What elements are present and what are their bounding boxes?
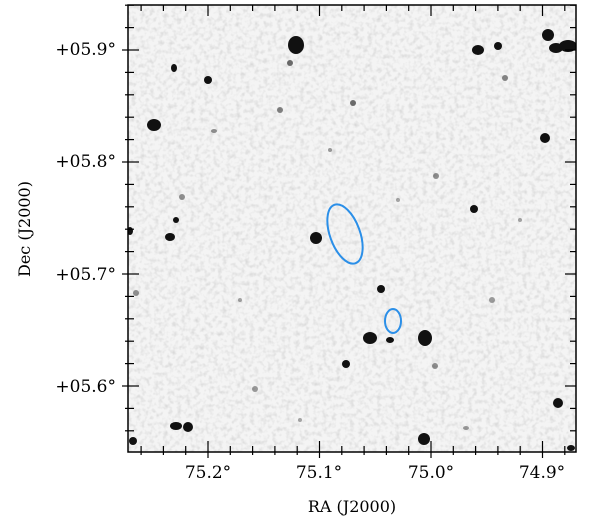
source (204, 76, 212, 84)
source (350, 100, 356, 106)
image-area (128, 5, 576, 452)
ra-tick-label: 75.1° (296, 463, 342, 483)
source (502, 75, 508, 81)
source (463, 426, 469, 430)
sources-layer (128, 29, 576, 451)
source (288, 36, 304, 54)
source (553, 398, 563, 408)
ra-tick-labels: 75.2° 75.1° 75.0° 74.9° (185, 463, 565, 483)
source (183, 422, 193, 432)
source (559, 40, 576, 52)
source (386, 337, 394, 343)
source (211, 129, 217, 133)
source (238, 298, 242, 302)
dec-tick-labels: +05.6° +05.7° +05.8° +05.9° (55, 40, 116, 397)
tick-marks (122, 4, 576, 458)
source (494, 42, 502, 50)
source (489, 297, 495, 303)
source (277, 107, 283, 113)
source (170, 422, 182, 430)
region-ellipse-large (326, 203, 364, 265)
source (542, 29, 554, 41)
y-axis-title: Dec (J2000) (15, 181, 34, 277)
source (252, 386, 258, 392)
source (298, 418, 302, 422)
region-ellipse-small (384, 308, 402, 334)
source (470, 205, 478, 213)
ra-tick-label: 75.0° (408, 463, 454, 483)
source (173, 217, 179, 223)
ra-tick-label: 74.9° (519, 463, 565, 483)
source (179, 194, 185, 200)
source (310, 232, 322, 244)
source (540, 133, 550, 143)
source (287, 60, 293, 66)
dec-tick-label: +05.8° (55, 152, 116, 172)
x-axis-title: RA (J2000) (308, 497, 396, 516)
source (472, 45, 484, 55)
source (396, 198, 400, 202)
ra-tick-label: 75.2° (185, 463, 231, 483)
source (432, 363, 438, 369)
plot-frame (127, 4, 577, 453)
source (377, 285, 385, 293)
source (165, 233, 175, 241)
source (342, 360, 350, 368)
source (418, 433, 430, 445)
source (328, 148, 332, 152)
source (433, 173, 439, 179)
source (171, 64, 177, 72)
source (518, 218, 522, 222)
source (418, 330, 432, 346)
dec-tick-label: +05.6° (55, 377, 116, 397)
source (363, 332, 377, 344)
source (129, 437, 137, 445)
source (133, 290, 139, 296)
source (567, 445, 575, 451)
dec-tick-label: +05.9° (55, 40, 116, 60)
dec-tick-label: +05.7° (55, 265, 116, 285)
source (147, 119, 161, 131)
